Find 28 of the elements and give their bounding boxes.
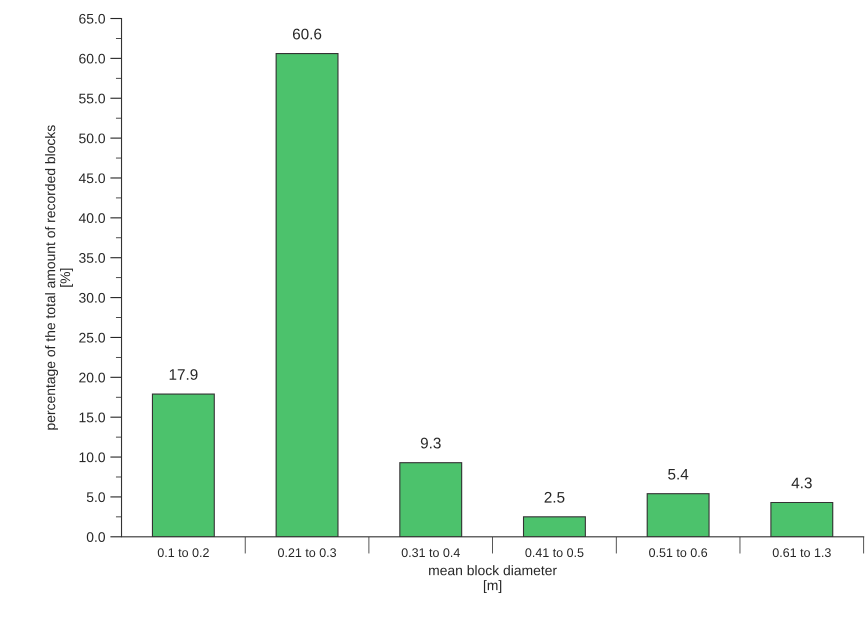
x-tick-label: 0.51 to 0.6 xyxy=(649,548,708,558)
data-label: 2.5 xyxy=(544,492,564,503)
y-tick-label: 55.0 xyxy=(79,94,106,104)
y-tick-label: 45.0 xyxy=(78,173,106,184)
y-tick-label: 60.0 xyxy=(79,54,106,64)
y-tick-label: 10.0 xyxy=(80,452,106,462)
x-tick-label: 0.1 to 0.2 xyxy=(158,548,209,558)
y-tick-label: 25.0 xyxy=(79,332,106,343)
y-tick-label: 65.0 xyxy=(79,14,106,24)
x-tick-label: 0.61 to 1.3 xyxy=(772,548,831,558)
data-label: 5.4 xyxy=(668,468,688,480)
y-tick-label: 20.0 xyxy=(79,372,106,382)
data-label: 17.9 xyxy=(170,369,198,380)
data-label: 4.3 xyxy=(792,478,812,488)
data-label: 60.6 xyxy=(292,28,322,40)
y-tick-label: 30.0 xyxy=(79,292,106,303)
y-tick-label: 0.0 xyxy=(86,532,106,542)
x-tick-label: 0.21 to 0.3 xyxy=(278,548,336,558)
y-tick-label: 40.0 xyxy=(78,213,106,224)
y-tick-label: 50.0 xyxy=(79,133,106,144)
x-tick-label: 0.31 to 0.4 xyxy=(402,548,460,558)
x-axis-title: mean block diameter [m] xyxy=(429,565,557,594)
x-tick-label: 0.41 to 0.5 xyxy=(525,548,584,558)
data-label: 9.3 xyxy=(420,438,441,449)
y-tick-label: 15.0 xyxy=(80,412,106,422)
y-tick-label: 35.0 xyxy=(79,253,106,263)
y-axis-title: percentage of the total amount of recorded blocks [%] xyxy=(45,125,73,430)
y-tick-label: 5.0 xyxy=(86,492,106,502)
